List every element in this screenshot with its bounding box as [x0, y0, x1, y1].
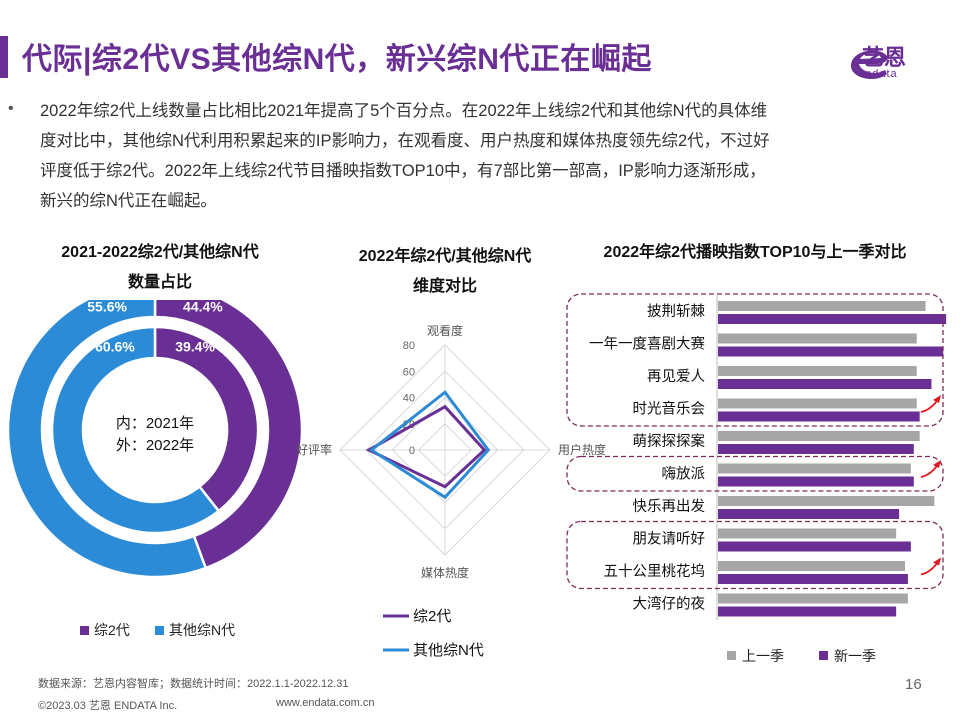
- radar-title-line: 维度对比: [412, 278, 477, 295]
- donut-title-line: 2021-2022综2代/其他综N代: [61, 244, 259, 261]
- bar-1-5: [718, 476, 914, 487]
- bar-category-label: 一年一度喜剧大赛: [589, 336, 705, 353]
- bar-category-label: 大湾仔的夜: [633, 596, 706, 613]
- bar-0-6: [718, 496, 935, 506]
- radar-tick-label: 80: [403, 340, 415, 352]
- radar-tick-label: 0: [409, 445, 415, 457]
- highlight-box: [566, 520, 944, 590]
- bullet-marker: •: [8, 100, 14, 117]
- donut-slice-outer-1: [6, 300, 208, 579]
- radar-chart-title: 2022年综2代/其他综N代 维度对比: [320, 242, 570, 302]
- bar-1-9: [718, 606, 897, 617]
- legend-swatch-0: [80, 626, 89, 635]
- bar-1-6: [718, 509, 900, 519]
- copyright: ©2023.03 艺恩 ENDATA Inc.: [38, 700, 178, 712]
- trend-arrow-head-icon: [933, 557, 941, 566]
- bar-0-1: [718, 333, 917, 344]
- donut-title-line: 数量占比: [127, 274, 192, 291]
- endata-logo-icon: [851, 50, 888, 80]
- radar-series-0: [365, 404, 487, 489]
- radar-axis-label: 好评率: [296, 442, 332, 457]
- bar-0-4: [718, 431, 920, 441]
- logo-subtext: endata: [858, 68, 898, 80]
- donut-slice-inner-1: [50, 325, 221, 535]
- intro-line: 新兴的综N代正在崛起。: [40, 192, 217, 210]
- website-url: www.endata.com.cn: [276, 697, 375, 709]
- bar-legend-swatch-1: [819, 651, 828, 660]
- radar-axis-label: 用户热度: [558, 442, 606, 457]
- bar-legend-label-0: 上一季: [742, 648, 784, 664]
- bar-category-label: 再见爱人: [647, 368, 705, 385]
- bar-1-4: [718, 444, 914, 454]
- bar-category-label: 披荆斩棘: [647, 303, 705, 320]
- radar-legend-label-0: 综2代: [413, 608, 451, 625]
- title-accent-bar: [0, 36, 8, 78]
- bar-category-label: 时光音乐会: [633, 401, 706, 418]
- trend-arrow-head-icon: [933, 460, 941, 468]
- bar-legend-swatch-0: [727, 651, 736, 660]
- donut-slice-outer-0: [153, 300, 304, 570]
- bar-0-2: [718, 366, 917, 376]
- donut-center-label: 内：2021年: [116, 415, 194, 432]
- donut-label-inner-0: 39.4%: [175, 339, 215, 355]
- bar-0-9: [718, 593, 908, 604]
- bar-category-label: 五十公里桃花坞: [604, 563, 706, 580]
- trend-arrow-head-icon: [933, 395, 941, 403]
- data-source: 数据来源：艺恩内容智库；数据统计时间：2022.1.1-2022.12.31: [38, 678, 349, 690]
- donut-label-outer-1: 55.6%: [87, 300, 127, 314]
- intro-line: 评度低于综2代。2022年上线综2代节目播映指数TOP10中，有7部比第一部高，…: [40, 162, 766, 180]
- bar-1-8: [718, 574, 908, 584]
- intro-line: 2022年综2代上线数量占比相比2021年提高了5个百分点。在2022年上线综2…: [40, 102, 768, 120]
- radar-legend-label-1: 其他综N代: [413, 642, 484, 659]
- legend-label-1: 其他综N代: [169, 622, 235, 638]
- radar-axis-label: 媒体热度: [421, 565, 469, 580]
- bar-chart-title: 2022年综2代播映指数TOP10与上一季对比: [603, 244, 907, 261]
- bar-category-label: 嗨放派: [662, 466, 706, 483]
- bar-1-3: [718, 411, 920, 422]
- highlight-box: [566, 455, 944, 492]
- bar-1-1: [718, 346, 944, 357]
- bar-category-label: 萌探探探案: [633, 432, 706, 450]
- intro-paragraph: 2022年综2代上线数量占比相比2021年提高了5个百分点。在2022年上线综2…: [40, 96, 900, 216]
- radar-title-line: 2022年综2代/其他综N代: [358, 248, 532, 265]
- radar-tick-label: 40: [403, 393, 415, 405]
- legend-label-0: 综2代: [94, 622, 130, 638]
- bar-category-label: 朋友请听好: [633, 531, 706, 548]
- donut-slice-inner-0: [153, 325, 260, 513]
- page-title: 代际|综2代VS其他综N代，新兴综N代正在崛起: [22, 43, 652, 76]
- bar-1-2: [718, 379, 932, 389]
- bar-0-0: [718, 301, 926, 311]
- bar-0-7: [718, 528, 897, 539]
- bar-legend-label-1: 新一季: [834, 648, 876, 664]
- radar-series-1: [368, 390, 491, 500]
- intro-line: 度对比中，其他综N代利用积累起来的IP影响力，在观看度、用户热度和媒体热度领先综…: [40, 132, 770, 150]
- donut-label-outer-0: 44.4%: [183, 300, 223, 314]
- radar-axis-label: 观看度: [427, 323, 463, 338]
- bar-0-8: [718, 561, 905, 571]
- legend-swatch-1: [155, 626, 164, 635]
- donut-label-inner-1: 60.6%: [95, 339, 135, 355]
- bar-0-5: [718, 463, 911, 474]
- logo-text: 艺恩: [862, 45, 907, 70]
- bar-chart: 披荆斩棘一年一度喜剧大赛再见爱人时光音乐会萌探探探案嗨放派快乐再出发朋友请听好五…: [566, 293, 947, 664]
- donut-chart-title: 2021-2022综2代/其他综N代 数量占比: [20, 238, 300, 298]
- bar-category-label: 快乐再出发: [633, 498, 706, 515]
- donut-center-label: 外：2022年: [116, 437, 194, 454]
- radar-tick-label: 60: [403, 366, 415, 378]
- bar-0-3: [718, 398, 917, 409]
- page-number: 16: [905, 676, 922, 693]
- bar-1-0: [718, 314, 947, 324]
- bar-1-7: [718, 541, 911, 552]
